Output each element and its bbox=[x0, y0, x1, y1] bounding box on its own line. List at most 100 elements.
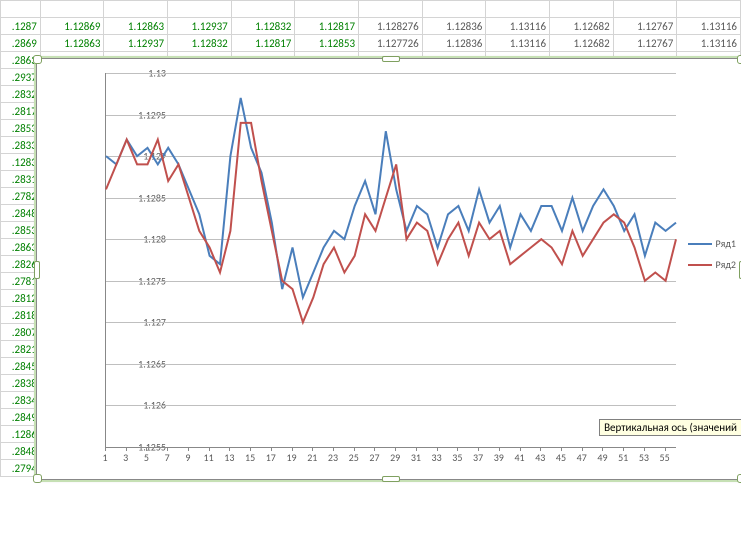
cell[interactable]: 1.13116 bbox=[677, 18, 741, 35]
cell[interactable]: 1.12937 bbox=[104, 35, 168, 52]
cell[interactable] bbox=[677, 1, 741, 18]
cell[interactable]: 1.12817 bbox=[231, 35, 295, 52]
cell[interactable]: .2782 bbox=[1, 188, 41, 205]
resize-handle-left[interactable] bbox=[34, 261, 40, 279]
x-axis-label: 53 bbox=[639, 451, 649, 464]
x-axis-label: 29 bbox=[390, 451, 400, 464]
chart-plot-area[interactable] bbox=[105, 73, 676, 448]
cell[interactable]: .2863 bbox=[1, 239, 41, 256]
x-axis-label: 25 bbox=[349, 451, 359, 464]
cell[interactable]: .2821 bbox=[1, 341, 41, 358]
resize-handle-br[interactable] bbox=[737, 474, 741, 483]
cell[interactable] bbox=[231, 1, 295, 18]
series-line[interactable] bbox=[106, 123, 676, 322]
cell[interactable]: .2832 bbox=[1, 86, 41, 103]
cell[interactable] bbox=[40, 1, 104, 18]
legend-item-2[interactable]: Ряд2 bbox=[688, 258, 736, 271]
cell[interactable]: .1286 bbox=[1, 426, 41, 443]
cell[interactable]: 1.12767 bbox=[613, 18, 677, 35]
cell[interactable]: 1.12869 bbox=[40, 18, 104, 35]
cell[interactable] bbox=[1, 1, 41, 18]
cell[interactable]: 1.127726 bbox=[359, 35, 423, 52]
x-axis-label: 7 bbox=[165, 451, 170, 464]
cell[interactable]: 1.12863 bbox=[40, 35, 104, 52]
resize-handle-bottom[interactable] bbox=[382, 476, 400, 482]
cell[interactable]: .2853 bbox=[1, 120, 41, 137]
cell[interactable]: .2937 bbox=[1, 69, 41, 86]
cell[interactable]: .2831 bbox=[1, 171, 41, 188]
cell[interactable]: 1.13116 bbox=[677, 35, 741, 52]
cell[interactable] bbox=[550, 1, 614, 18]
cell[interactable]: .1283 bbox=[1, 154, 41, 171]
cell[interactable]: 1.12836 bbox=[422, 35, 486, 52]
axis-tooltip: Вертикальная ось (значений bbox=[599, 419, 741, 436]
x-axis-label: 27 bbox=[369, 451, 379, 464]
cell[interactable] bbox=[295, 1, 359, 18]
cell[interactable]: 1.12853 bbox=[295, 35, 359, 52]
x-axis-label: 47 bbox=[577, 451, 587, 464]
x-axis-label: 15 bbox=[245, 451, 255, 464]
resize-handle-tr[interactable] bbox=[737, 55, 741, 64]
cell[interactable]: .2853 bbox=[1, 222, 41, 239]
cell[interactable]: 1.12863 bbox=[104, 18, 168, 35]
x-axis-label: 13 bbox=[224, 451, 234, 464]
x-axis-label: 49 bbox=[597, 451, 607, 464]
cell[interactable]: 1.128276 bbox=[359, 18, 423, 35]
x-axis-label: 43 bbox=[535, 451, 545, 464]
cell[interactable]: .2818 bbox=[1, 307, 41, 324]
cell[interactable] bbox=[359, 1, 423, 18]
cell[interactable]: .2812 bbox=[1, 290, 41, 307]
resize-handle-bl[interactable] bbox=[33, 474, 42, 483]
legend-item-1[interactable]: Ряд1 bbox=[688, 237, 736, 250]
cell[interactable]: 1.12836 bbox=[422, 18, 486, 35]
x-axis-label: 3 bbox=[123, 451, 128, 464]
x-axis-label: 17 bbox=[266, 451, 276, 464]
resize-handle-top[interactable] bbox=[382, 56, 400, 62]
cell[interactable] bbox=[486, 1, 550, 18]
x-axis-label: 31 bbox=[411, 451, 421, 464]
cell[interactable]: 1.12832 bbox=[231, 18, 295, 35]
x-axis-label: 9 bbox=[185, 451, 190, 464]
x-axis-label: 41 bbox=[514, 451, 524, 464]
cell[interactable]: .2807 bbox=[1, 324, 41, 341]
x-axis-label: 5 bbox=[144, 451, 149, 464]
cell[interactable]: .2838 bbox=[1, 375, 41, 392]
cell[interactable]: 1.12682 bbox=[550, 18, 614, 35]
cell[interactable]: .2845 bbox=[1, 358, 41, 375]
cell[interactable]: 1.12817 bbox=[295, 18, 359, 35]
cell[interactable]: 1.13116 bbox=[486, 18, 550, 35]
cell[interactable] bbox=[168, 1, 232, 18]
cell[interactable] bbox=[613, 1, 677, 18]
chart-legend[interactable]: Ряд1 Ряд2 bbox=[688, 229, 736, 279]
legend-swatch-2 bbox=[688, 264, 712, 266]
legend-label-2: Ряд2 bbox=[716, 258, 736, 271]
cell[interactable]: .2848 bbox=[1, 205, 41, 222]
cell[interactable]: .2849 bbox=[1, 409, 41, 426]
cell[interactable]: .2848 bbox=[1, 443, 41, 460]
x-axis-label: 45 bbox=[556, 451, 566, 464]
cell[interactable]: 1.12832 bbox=[168, 35, 232, 52]
cell[interactable]: .2817 bbox=[1, 103, 41, 120]
resize-handle-tl[interactable] bbox=[33, 55, 42, 64]
series-line[interactable] bbox=[106, 98, 676, 298]
x-axis-label: 35 bbox=[452, 451, 462, 464]
cell[interactable]: .2869 bbox=[1, 35, 41, 52]
x-axis-label: 33 bbox=[432, 451, 442, 464]
cell[interactable]: 1.13116 bbox=[486, 35, 550, 52]
cell[interactable] bbox=[422, 1, 486, 18]
cell[interactable]: 1.12682 bbox=[550, 35, 614, 52]
cell[interactable]: 1.12937 bbox=[168, 18, 232, 35]
cell[interactable] bbox=[104, 1, 168, 18]
x-axis-label: 39 bbox=[494, 451, 504, 464]
cell[interactable]: .2833 bbox=[1, 137, 41, 154]
cell[interactable]: .2834 bbox=[1, 392, 41, 409]
x-axis-label: 1 bbox=[102, 451, 107, 464]
x-axis-label: 21 bbox=[307, 451, 317, 464]
x-axis-label: 55 bbox=[660, 451, 670, 464]
x-axis-label: 51 bbox=[618, 451, 628, 464]
cell[interactable]: 1.12767 bbox=[613, 35, 677, 52]
x-axis-label: 23 bbox=[328, 451, 338, 464]
x-axis-label: 19 bbox=[286, 451, 296, 464]
chart-object[interactable]: 1.12551.1261.12651.1271.12751.1281.12851… bbox=[36, 58, 741, 480]
cell[interactable]: .1287 bbox=[1, 18, 41, 35]
